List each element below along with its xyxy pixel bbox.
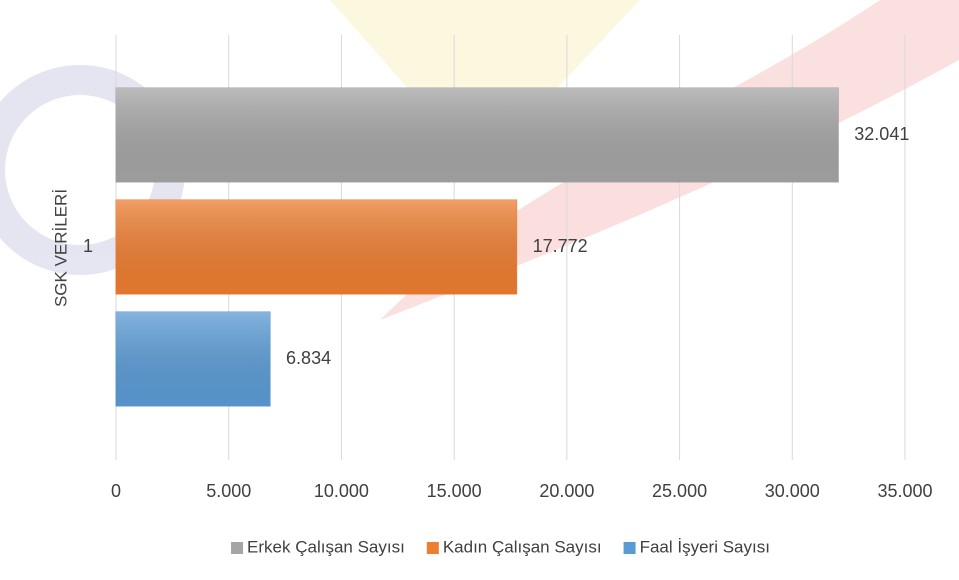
data-label: 32.041 (854, 124, 909, 144)
legend-label: Erkek Çalışan Sayısı (247, 537, 405, 556)
data-label: 17.772 (533, 236, 588, 256)
legend-marker (623, 542, 636, 554)
bar-shine (116, 200, 517, 294)
x-tick-label: 5.000 (206, 481, 251, 501)
x-tick-label: 20.000 (539, 481, 594, 501)
bar-shine (116, 312, 271, 406)
x-tick-label: 25.000 (652, 481, 707, 501)
legend-label: Kadın Çalışan Sayısı (443, 537, 602, 556)
y-axis-label: SGK VERİLERİ (51, 189, 70, 307)
legend-marker (231, 542, 244, 554)
legend-marker (426, 542, 439, 554)
bar-shine (116, 88, 839, 182)
x-tick-label: 35.000 (877, 481, 932, 501)
x-tick-label: 0 (111, 481, 121, 501)
legend: Erkek Çalışan Sayısı Kadın Çalışan Sayısı… (231, 537, 770, 556)
legend-label: Faal İşyeri Sayısı (640, 537, 770, 556)
y-tick-label: 1 (83, 236, 93, 256)
x-tick-label: 30.000 (765, 481, 820, 501)
x-tick-label: 15.000 (427, 481, 482, 501)
data-label: 6.834 (286, 348, 331, 368)
x-tick-label: 10.000 (314, 481, 369, 501)
